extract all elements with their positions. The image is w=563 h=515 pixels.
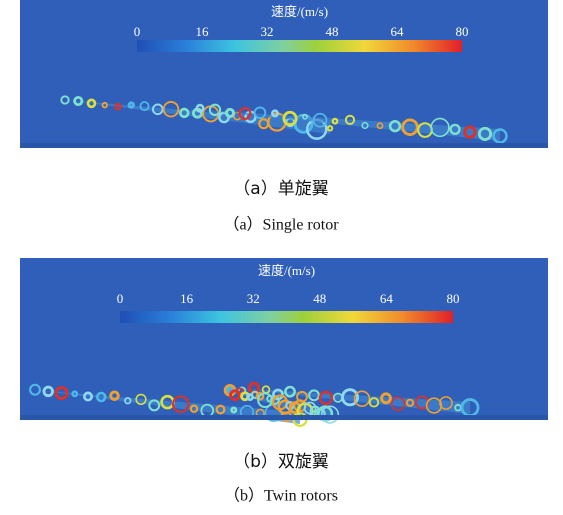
caption-en: （a）Single rotor	[223, 216, 339, 234]
colorbar-tick-label: 0	[117, 291, 124, 306]
colorbar-tick-label: 48	[313, 291, 326, 306]
colorbar	[120, 311, 453, 323]
colorbar-label: 速度/(m/s)	[271, 4, 328, 19]
ground-strip	[20, 143, 548, 148]
colorbar-tick-label: 80	[447, 291, 460, 306]
colorbar-tick-label: 80	[456, 24, 469, 39]
figure: 速度/(m/s) 0 16 32 48 64 80 （a）单旋翼 （a）Single rotor…	[0, 0, 563, 515]
colorbar-tick-label: 64	[391, 24, 405, 39]
colorbar	[137, 40, 462, 52]
colorbar-label: 速度/(m/s)	[258, 263, 315, 278]
colorbar-tick-label: 48	[326, 24, 339, 39]
colorbar-tick-label: 32	[247, 291, 260, 306]
colorbar-tick-label: 32	[261, 24, 274, 39]
colorbar-tick-label: 16	[180, 291, 194, 306]
caption-cn: （a）单旋翼	[233, 179, 328, 199]
colorbar-tick-label: 16	[196, 24, 210, 39]
colorbar-tick-label: 64	[380, 291, 394, 306]
caption-en: （b）Twin rotors	[224, 487, 338, 505]
caption-cn: （b）双旋翼	[233, 452, 329, 472]
ground-strip	[20, 415, 548, 420]
colorbar-tick-label: 0	[134, 24, 141, 39]
